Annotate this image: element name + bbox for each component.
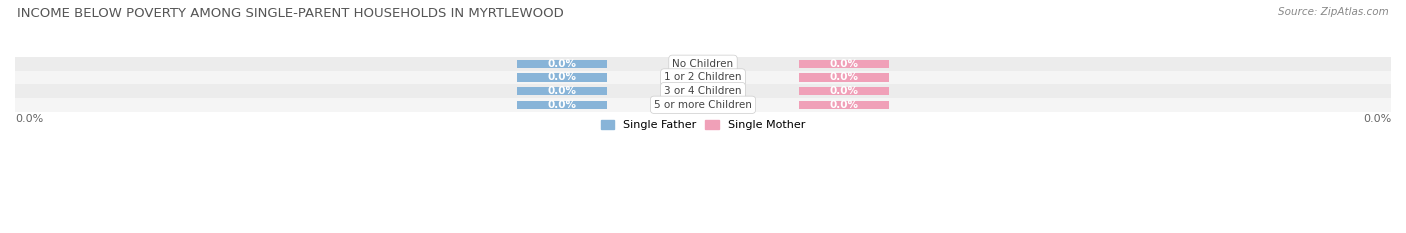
Bar [800, 73, 889, 82]
Bar [517, 73, 606, 82]
Text: 0.0%: 0.0% [547, 72, 576, 82]
Bar [517, 60, 606, 68]
Bar [800, 87, 889, 95]
Bar [517, 101, 606, 109]
Bar [15, 71, 1391, 84]
Text: 3 or 4 Children: 3 or 4 Children [664, 86, 742, 96]
Text: 5 or more Children: 5 or more Children [654, 100, 752, 110]
Text: 0.0%: 0.0% [830, 72, 859, 82]
Text: 0.0%: 0.0% [830, 100, 859, 110]
Bar [15, 84, 1391, 98]
Text: 0.0%: 0.0% [547, 100, 576, 110]
Bar [15, 57, 1391, 71]
Bar [15, 98, 1391, 112]
Text: 0.0%: 0.0% [830, 59, 859, 69]
Text: 0.0%: 0.0% [15, 114, 44, 124]
Text: No Children: No Children [672, 59, 734, 69]
Text: 0.0%: 0.0% [1362, 114, 1391, 124]
Bar [517, 87, 606, 95]
Text: 0.0%: 0.0% [547, 86, 576, 96]
Text: 1 or 2 Children: 1 or 2 Children [664, 72, 742, 82]
Bar [800, 60, 889, 68]
Text: Source: ZipAtlas.com: Source: ZipAtlas.com [1278, 7, 1389, 17]
Text: INCOME BELOW POVERTY AMONG SINGLE-PARENT HOUSEHOLDS IN MYRTLEWOOD: INCOME BELOW POVERTY AMONG SINGLE-PARENT… [17, 7, 564, 20]
Text: 0.0%: 0.0% [830, 86, 859, 96]
Bar [800, 101, 889, 109]
Legend: Single Father, Single Mother: Single Father, Single Mother [596, 115, 810, 134]
Text: 0.0%: 0.0% [547, 59, 576, 69]
